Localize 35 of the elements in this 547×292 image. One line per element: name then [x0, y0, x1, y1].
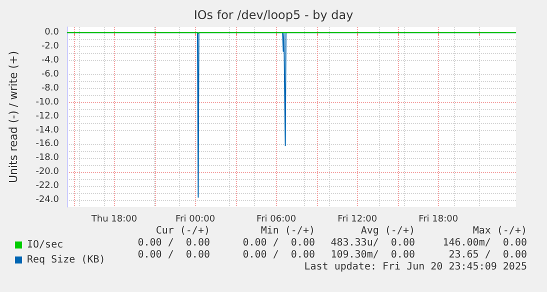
y-tick-label: -12.0 — [36, 111, 60, 122]
text: Max (-/+) — [472, 226, 527, 236]
y-tick-label: -14.0 — [36, 125, 60, 136]
y-tick-label: -2.0 — [41, 42, 60, 52]
y-tick-label: -16.0 — [36, 139, 60, 150]
y-tick-label: -20.0 — [36, 167, 60, 178]
x-tick-label: Fri 12:00 — [338, 214, 378, 224]
text: 0.00 / 0.00 — [242, 238, 315, 248]
text: 0.00 / 0.00 — [138, 250, 210, 260]
text: 0.00 / 0.00 — [242, 250, 315, 260]
x-tick-label: Thu 18:00 — [90, 214, 138, 224]
legend-label: Req Size (KB) — [27, 254, 106, 266]
text: 109.30m/ 0.00 — [330, 250, 415, 260]
legend-label: IO/sec — [27, 240, 64, 250]
y-tick-label: -6.0 — [41, 69, 60, 80]
x-tick-label: Fri 00:00 — [176, 214, 216, 224]
text: Min (-/+) — [260, 226, 315, 236]
text: 146.00m/ 0.00 — [442, 238, 527, 248]
y-tick-label: -18.0 — [36, 153, 60, 164]
x-tick-label: Fri 06:00 — [256, 214, 296, 224]
text: 23.65 / 0.00 — [448, 250, 527, 260]
y-tick-label: -24.0 — [36, 195, 60, 206]
y-tick-label: 0.0 — [44, 28, 60, 38]
y-tick-label: -10.0 — [36, 97, 60, 108]
y-tick-label: -4.0 — [41, 55, 60, 66]
y-tick-label: -8.0 — [41, 83, 60, 94]
y-axis-title: Units read (-) / write (+) — [7, 50, 20, 184]
text: Cur (-/+) — [156, 226, 210, 236]
x-tick-label: Fri 18:00 — [418, 214, 458, 224]
text: 0.00 / 0.00 — [138, 238, 210, 248]
text: Avg (-/+) — [360, 226, 415, 236]
y-tick-label: -22.0 — [36, 181, 60, 192]
text: 483.33u/ 0.00 — [330, 238, 415, 248]
chart-title: IOs for /dev/loop5 - by day — [194, 8, 354, 22]
text: Last update: Fri Jun 20 23:45:09 2025 — [304, 262, 527, 272]
